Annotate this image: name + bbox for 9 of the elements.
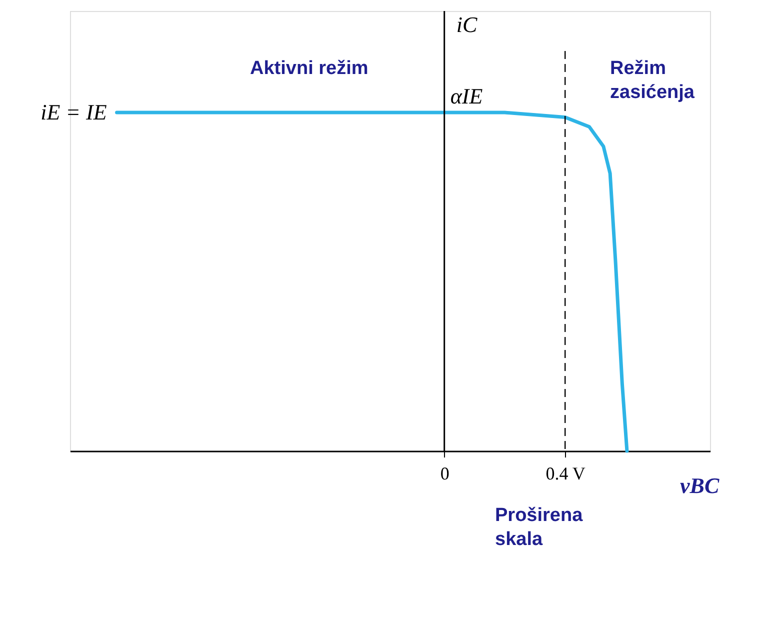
y-axis-title: iC <box>456 12 478 37</box>
text: Režim zasićenja <box>610 58 695 103</box>
annotation: αIE <box>450 84 484 109</box>
x-axis-title: vBC <box>680 473 720 498</box>
x-tick-label: 0.4 V <box>546 464 586 484</box>
text: Aktivni režim <box>250 58 368 79</box>
text: Proširena skala <box>495 505 584 550</box>
x-tick-label: 0 <box>440 464 450 484</box>
annotation: iE = IE <box>40 100 108 125</box>
